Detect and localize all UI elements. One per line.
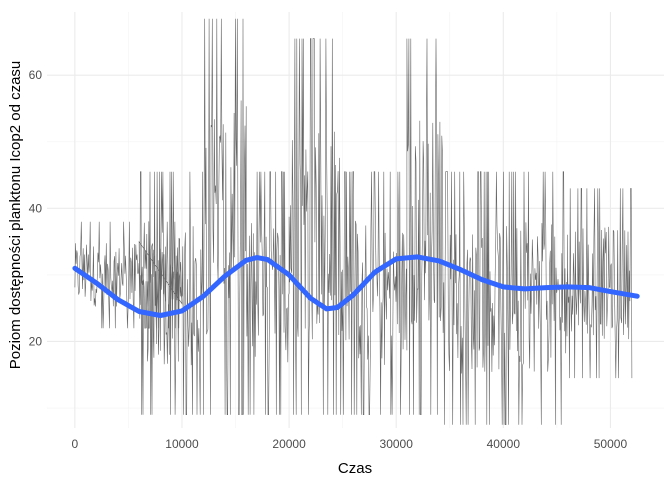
x-tick-label: 10000: [165, 437, 199, 451]
x-axis-ticks: 0 10000 20000 30000 40000 50000: [72, 437, 628, 451]
smooth-trend-line: [72, 254, 640, 318]
y-axis-ticks: 20 40 60: [29, 68, 43, 348]
x-tick-label: 0: [72, 437, 79, 451]
x-tick-label: 20000: [272, 437, 306, 451]
grid-major: [47, 12, 664, 428]
x-axis-title: Czas: [338, 460, 372, 477]
raw-series-line: [74, 18, 633, 425]
y-tick-label: 20: [29, 334, 43, 348]
y-tick-label: 40: [29, 201, 43, 215]
raw-series: [74, 18, 633, 425]
x-tick-label: 30000: [380, 437, 414, 451]
grid-minor: [47, 12, 664, 428]
y-tick-label: 60: [29, 68, 43, 82]
y-axis-title: Poziom dostępności planktonu Icop2 od cz…: [7, 61, 24, 370]
x-tick-label: 40000: [487, 437, 521, 451]
x-tick-label: 50000: [594, 437, 628, 451]
